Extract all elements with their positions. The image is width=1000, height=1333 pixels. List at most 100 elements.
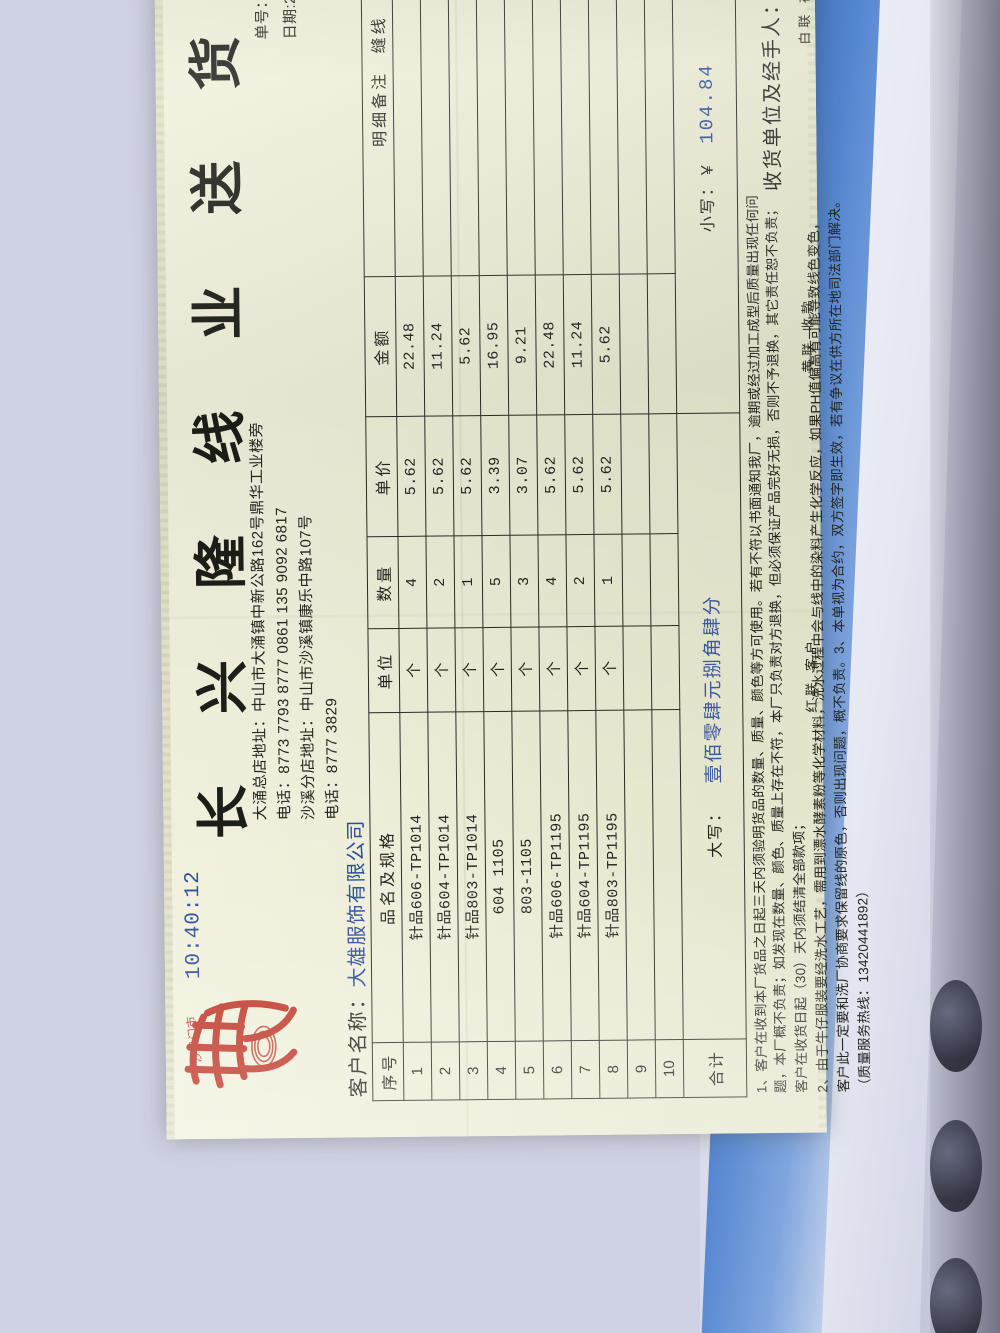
cell-amount: 9.21 bbox=[507, 275, 537, 416]
cell-price: 5.62 bbox=[424, 415, 454, 537]
cell-unit: 个 bbox=[482, 627, 512, 712]
order-number: 单号：20260312-02373 bbox=[250, 0, 273, 40]
branch-address: 沙溪分店地址：中山市沙溪镇康乐中路107号 bbox=[297, 514, 318, 821]
cell-remark bbox=[447, 0, 480, 276]
daxie-label: 大写： bbox=[706, 803, 725, 858]
cell-no: 9 bbox=[627, 1039, 656, 1099]
cell-amount: 22.48 bbox=[395, 276, 425, 417]
cell-price: 5.62 bbox=[536, 414, 566, 536]
cell-no: 4 bbox=[487, 1041, 516, 1100]
cell-name bbox=[651, 709, 684, 1040]
cell-name: 针品604-TP1014 bbox=[427, 711, 460, 1043]
cell-price: 3.07 bbox=[508, 415, 538, 536]
col-header-remark: 明细备注 缝线 bbox=[360, 0, 396, 277]
cell-no: 8 bbox=[599, 1040, 628, 1099]
cell-name: 针品606-TP1014 bbox=[399, 712, 432, 1043]
cell-name: 针品803-TP1014 bbox=[455, 711, 488, 1042]
cell-unit: 个 bbox=[398, 628, 428, 713]
delivery-note-form: 沙溪门市 10:40:12 长 兴 隆 线 业 送 货 单 大涌总店地址：中山市… bbox=[153, 0, 872, 1140]
cell-qty: 4 bbox=[537, 534, 567, 627]
cell-remark bbox=[475, 0, 508, 276]
cell-amount: 5.62 bbox=[591, 274, 621, 415]
cell-amount bbox=[619, 273, 649, 415]
head-office-address: 大涌总店地址：中山市大涌镇中新公路162号鼎华工业楼旁 bbox=[248, 421, 270, 821]
total-row: 合计 大写： 壹佰零肆元捌角肆分 小写：￥ 104.84 bbox=[671, 0, 747, 1098]
copy-label-1: 黄联 收款 bbox=[799, 296, 816, 373]
cell-qty: 2 bbox=[425, 535, 455, 629]
cell-no: 5 bbox=[515, 1040, 544, 1100]
cell-qty bbox=[649, 533, 679, 626]
head-office-phone: 电话：8773 7793 8777 0861 135 9092 6817 bbox=[273, 506, 294, 821]
cell-price: 5.62 bbox=[396, 416, 426, 537]
cell-name: 针品604-TP1195 bbox=[567, 710, 600, 1041]
cell-qty: 4 bbox=[397, 536, 427, 629]
total-amount-in-words[interactable]: 大写： 壹佰零肆元捌角肆分 bbox=[676, 412, 747, 1040]
cell-no: 6 bbox=[543, 1040, 572, 1099]
page-title: 长 兴 隆 线 业 送 货 单 bbox=[181, 0, 256, 840]
cell-amount bbox=[647, 273, 677, 414]
cell-price: 5.62 bbox=[452, 415, 482, 536]
cell-no: 1 bbox=[403, 1042, 432, 1101]
cell-amount: 11.24 bbox=[423, 275, 453, 417]
cell-price bbox=[648, 413, 678, 534]
cell-price: 5.62 bbox=[592, 414, 622, 535]
xiaoxie-label: 小写：￥ bbox=[699, 160, 717, 233]
cell-qty: 1 bbox=[593, 534, 623, 627]
cell-qty bbox=[621, 533, 651, 627]
customer-name-value: 大雄服饰有限公司 bbox=[345, 819, 370, 988]
background-shadow-edge bbox=[930, 0, 1000, 1333]
col-header-name: 品名及规格 bbox=[368, 712, 404, 1043]
daxie-value: 壹佰零肆元捌角肆分 bbox=[700, 594, 725, 784]
branch-phone: 电话：8777 3829 bbox=[323, 697, 342, 820]
form-header: 沙溪门市 10:40:12 长 兴 隆 线 业 送 货 单 大涌总店地址：中山市… bbox=[153, 0, 341, 1139]
cell-qty: 1 bbox=[453, 535, 483, 628]
cell-no: 10 bbox=[655, 1039, 684, 1098]
cell-remark bbox=[391, 0, 424, 277]
receiver-signature-label: 收货单位及经手人： bbox=[760, 0, 785, 192]
cell-qty: 5 bbox=[481, 535, 511, 628]
col-header-amount: 金额 bbox=[364, 276, 397, 417]
background-notch bbox=[930, 980, 982, 1072]
cell-unit bbox=[622, 625, 652, 711]
col-header-price: 单价 bbox=[365, 416, 398, 537]
cell-remark bbox=[419, 0, 452, 277]
customer-name-label: 客户名称： bbox=[347, 987, 371, 1098]
cell-unit: 个 bbox=[538, 626, 568, 711]
cell-unit: 个 bbox=[566, 626, 596, 711]
cell-qty: 2 bbox=[565, 534, 595, 627]
term-1: 1、客户在收到本厂货品之日起三天内须验明货品的数量、质量、颜色等方可使用。若有不… bbox=[744, 194, 789, 1094]
cell-amount: 16.95 bbox=[479, 275, 509, 416]
cell-name: 803-1105 bbox=[511, 710, 544, 1042]
copy-label-2: 红联 客户 bbox=[803, 636, 820, 713]
cell-no: 3 bbox=[459, 1041, 488, 1100]
items-table: 序号 品名及规格 单位 数量 单价 金额 明细备注 缝线 1 针品606-TP10… bbox=[360, 0, 748, 1101]
customer-name-field[interactable]: 客户名称：大雄服饰有限公司 bbox=[339, 819, 371, 1097]
col-header-remark-text: 明细备注 bbox=[371, 70, 390, 147]
background-notch bbox=[930, 1120, 982, 1212]
cell-name bbox=[623, 709, 656, 1041]
cell-remark bbox=[503, 0, 536, 276]
cell-remark bbox=[559, 0, 592, 275]
cell-remark bbox=[587, 0, 620, 275]
total-label: 合计 bbox=[683, 1038, 747, 1098]
cell-name: 针品803-TP1195 bbox=[595, 710, 628, 1041]
cell-remark bbox=[643, 0, 676, 274]
cell-name: 604 1105 bbox=[483, 711, 516, 1042]
background-notch bbox=[930, 1258, 982, 1333]
cell-qty: 3 bbox=[509, 535, 539, 628]
total-amount-numeric[interactable]: 小写：￥ 104.84 bbox=[671, 0, 740, 414]
cell-price: 3.39 bbox=[480, 415, 510, 536]
cell-unit bbox=[650, 625, 680, 710]
order-meta: 单号：20260312-02373 日期:2026-03-12 bbox=[250, 0, 308, 40]
copy-label-0: 白联 存根 bbox=[796, 0, 813, 45]
cell-unit: 个 bbox=[594, 626, 624, 711]
cell-unit: 个 bbox=[426, 627, 456, 713]
cell-price: 5.62 bbox=[564, 414, 594, 535]
stamp-time: 10:40:12 bbox=[181, 870, 207, 980]
cell-name: 针品606-TP1195 bbox=[539, 710, 572, 1041]
cell-amount: 11.24 bbox=[563, 274, 593, 415]
col-header-unit: 单位 bbox=[367, 628, 400, 713]
cell-price bbox=[620, 413, 650, 535]
cell-amount: 5.62 bbox=[451, 275, 481, 416]
